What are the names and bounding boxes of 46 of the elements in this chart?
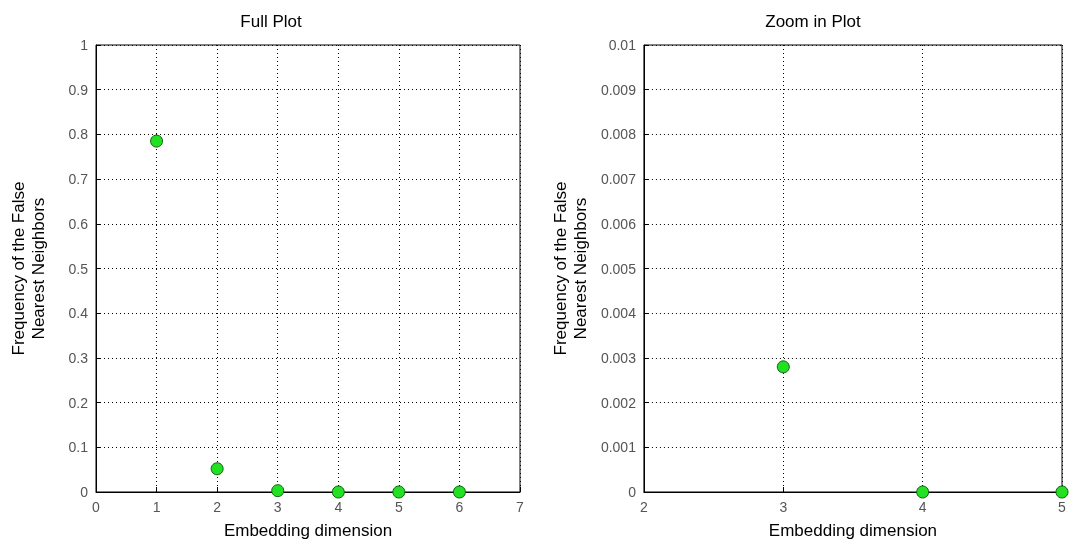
x-tick-label: 0 <box>92 499 101 515</box>
x-tick-label: 5 <box>1058 499 1067 515</box>
y-tick-label: 0.6 <box>68 215 89 232</box>
y-tick-label: 0.004 <box>600 305 637 322</box>
x-tick-label: 4 <box>918 499 927 515</box>
y-tick-label: 1 <box>80 37 89 53</box>
y-tick-label: 0.01 <box>608 37 637 53</box>
y-tick-label: 0.001 <box>600 439 637 456</box>
y-tick-label: 0.5 <box>68 260 89 277</box>
point <box>392 485 406 499</box>
y-tick-label: 0.005 <box>600 260 637 277</box>
point <box>331 485 345 499</box>
point <box>210 462 224 476</box>
x-tick-label: 3 <box>273 499 282 515</box>
x-tick-label: 5 <box>394 499 403 515</box>
y-tick-label: 0.8 <box>68 126 89 143</box>
y-tick-label: 0 <box>628 484 637 500</box>
y-axis-title: Frequency of the False Nearest Neighbors <box>550 181 590 356</box>
y-tick-label: 0.002 <box>600 394 637 411</box>
x-tick-label: 6 <box>455 499 464 515</box>
x-tick-label: 7 <box>516 499 525 515</box>
y-tick-label: 0.007 <box>600 171 637 188</box>
y-tick-label: 0.008 <box>600 126 637 143</box>
chart-title: Zoom in Plot <box>765 12 861 31</box>
y-tick-label: 0 <box>80 484 89 500</box>
y-axis-title: Frequency of the False Nearest Neighbors <box>8 181 48 356</box>
y-tick-label: 0.7 <box>68 171 89 188</box>
chart-title: Full Plot <box>240 12 302 31</box>
point <box>271 484 285 498</box>
x-tick-label: 3 <box>779 499 788 515</box>
x-tick-label: 4 <box>334 499 343 515</box>
y-tick-label: 0.009 <box>600 81 637 98</box>
y-tick-label: 0.006 <box>600 215 637 232</box>
y-tick-label: 0.3 <box>68 349 89 366</box>
y-tick-label: 0.1 <box>68 439 89 456</box>
x-axis-title: Embedding dimension <box>223 521 393 540</box>
y-tick-label: 0.2 <box>68 394 89 411</box>
y-tick-label: 0.4 <box>68 305 89 322</box>
y-tick-label: 0.003 <box>600 349 637 366</box>
point <box>150 134 164 148</box>
point <box>452 485 466 499</box>
x-tick-label: 2 <box>640 499 649 515</box>
x-tick-label: 2 <box>213 499 222 515</box>
x-axis-title: Embedding dimension <box>768 521 938 540</box>
y-tick-label: 0.9 <box>68 81 89 98</box>
x-tick-label: 1 <box>152 499 161 515</box>
